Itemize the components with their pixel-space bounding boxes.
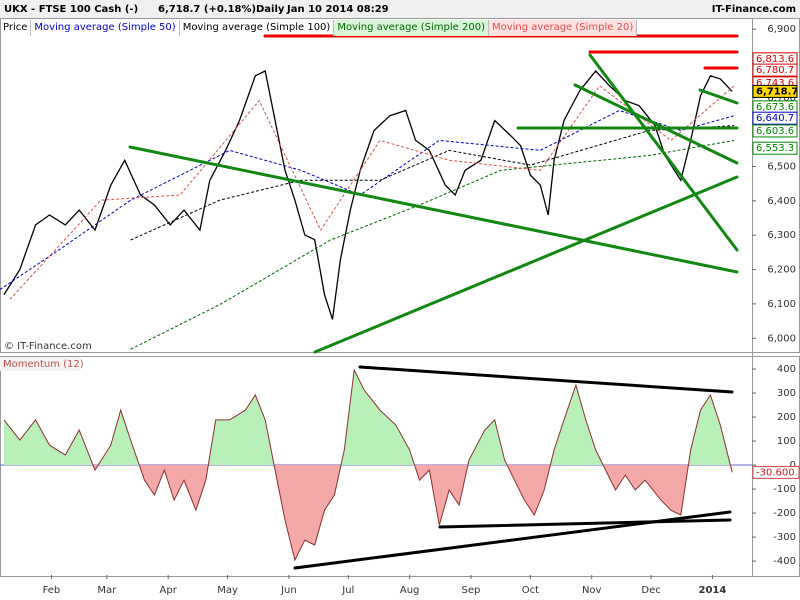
- y-tick-label: 100: [777, 436, 796, 447]
- trendline: [128, 145, 739, 274]
- y-tick-label: 6,400: [767, 196, 796, 207]
- date: Jan 10 2014 08:29: [286, 4, 389, 15]
- last-price: 6,718.7 (+0.18%): [158, 4, 256, 15]
- x-tick-label: Jul: [341, 585, 354, 596]
- price-marker-box: [752, 124, 798, 138]
- momentum-trendline: [438, 518, 732, 529]
- y-tick-label: -200: [773, 508, 796, 519]
- period: Daily: [256, 4, 285, 15]
- legend-entry: Price: [0, 20, 32, 36]
- y-tick-label: 400: [777, 364, 796, 375]
- trendline: [573, 83, 739, 165]
- y-tick-label: 200: [777, 412, 796, 423]
- trendlines: [128, 34, 739, 570]
- price-line: [3, 70, 733, 320]
- trendline: [313, 175, 739, 354]
- last-value-label: -30.600: [756, 467, 795, 478]
- y-tick-label: 6,300: [767, 230, 796, 241]
- price-marker-label: 6,780.7: [756, 65, 794, 76]
- y-tick-label: -100: [773, 484, 796, 495]
- price-marker-label: 6,813.6: [756, 54, 794, 65]
- legend-entry: Moving average (Simple 200): [334, 20, 489, 36]
- legend-entry: Moving average (Simple 20): [488, 20, 638, 36]
- x-tick-label: 2014: [698, 585, 726, 596]
- y-tick-label: 6,900: [767, 24, 796, 35]
- x-tick-label: Nov: [582, 585, 602, 596]
- watermark: © IT-Finance.com: [4, 341, 92, 352]
- instrument-title: UKX - FTSE 100 Cash (-): [4, 4, 138, 15]
- moving-average: [130, 139, 735, 350]
- x-tick-label: Feb: [43, 585, 61, 596]
- momentum-area-positive: [4, 370, 731, 466]
- price-marker-label: 6,743.6: [756, 78, 794, 89]
- x-tick-label: Aug: [400, 585, 420, 596]
- momentum-title: Momentum (12): [3, 359, 84, 370]
- trendline: [698, 88, 739, 105]
- price-marker-label: 6,553.3: [756, 143, 794, 154]
- y-tick-label: 6,700: [767, 93, 796, 104]
- x-tick-label: Dec: [641, 585, 660, 596]
- header-bar: [0, 0, 800, 18]
- y-tick-label: 6,000: [767, 333, 796, 344]
- price-panel-border: [0, 18, 800, 353]
- legend: Price Moving average (Simple 50) Moving av…: [0, 20, 638, 36]
- momentum-line: [3, 368, 733, 562]
- x-tick-label: Sep: [462, 585, 481, 596]
- momentum-label-bg: [0, 357, 80, 371]
- y-tick-label: 6,200: [767, 265, 796, 276]
- trendline: [588, 53, 739, 252]
- momentum-trendline: [358, 365, 734, 394]
- source: IT-Finance.com: [712, 4, 796, 15]
- price-marker-box: [752, 63, 798, 77]
- price-marker-box: [752, 84, 798, 98]
- y-tick-label: -400: [773, 556, 796, 567]
- moving-average: [130, 125, 735, 241]
- price-marker-box: [752, 141, 798, 155]
- y-tick-label: 0: [790, 460, 796, 471]
- y-tick-label: -300: [773, 532, 796, 543]
- x-tick-label: May: [217, 585, 238, 596]
- x-tick-label: Oct: [522, 585, 539, 596]
- moving-average: [9, 85, 735, 300]
- legend-entry: Moving average (Simple 100): [180, 20, 335, 36]
- x-tick-label: Mar: [97, 585, 117, 596]
- momentum-area-negative: [4, 465, 733, 561]
- y-tick-label: 6,500: [767, 162, 796, 173]
- price-marker-label: 6,640.7: [756, 113, 794, 124]
- y-tick-label: 300: [777, 388, 796, 399]
- x-tick-label: Apr: [160, 585, 178, 596]
- price-marker-label: 6,673.6: [756, 102, 794, 113]
- x-tick-label: Jun: [280, 585, 297, 596]
- price-marker-box: [752, 111, 798, 125]
- last-value-box: [752, 465, 800, 479]
- price-marker-label: 6,718.7: [756, 86, 798, 97]
- legend-entry: Moving average (Simple 50): [31, 20, 180, 36]
- price-marker-label: 6,603.6: [756, 126, 794, 137]
- y-tick-label: 6,100: [767, 299, 796, 310]
